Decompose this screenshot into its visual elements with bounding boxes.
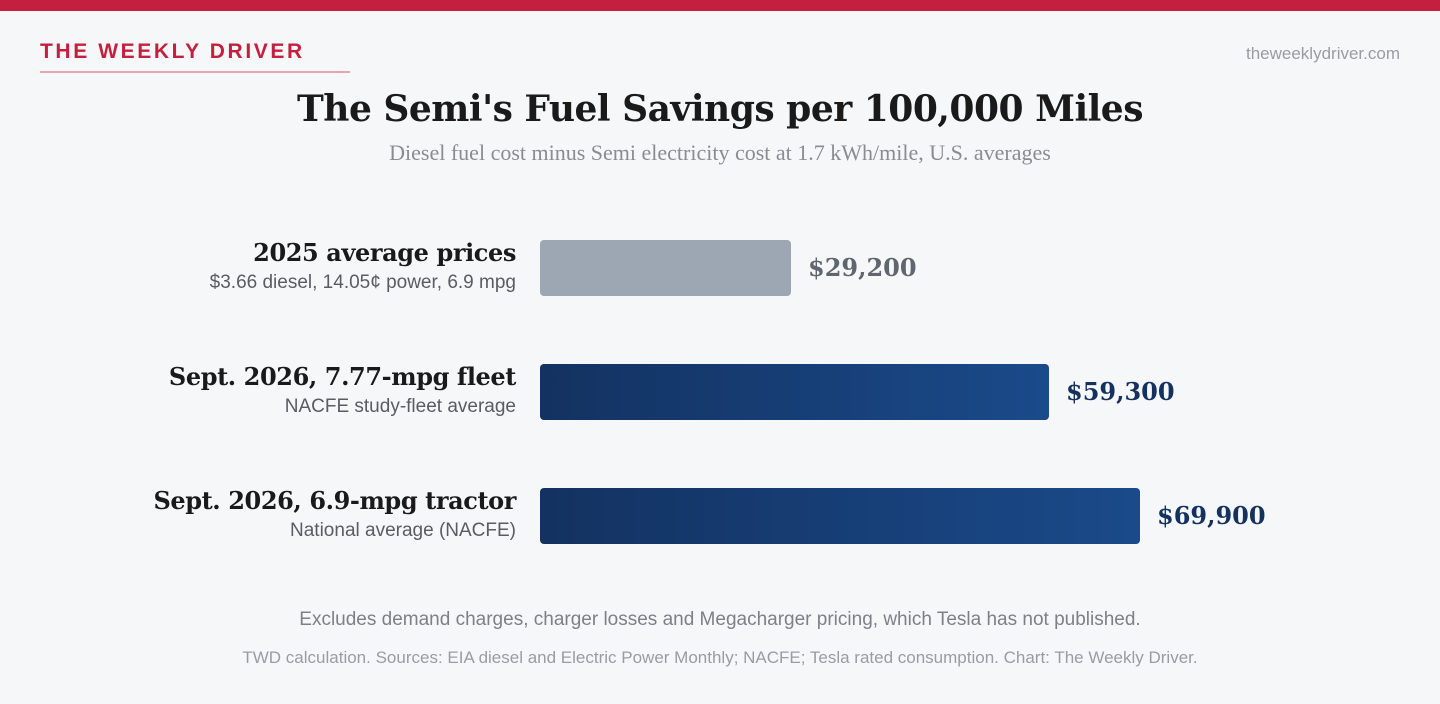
category-label-2025: 2025 average prices $3.66 diesel, 14.05¢… <box>209 238 517 296</box>
value-label-fleet: $59,300 <box>1066 377 1175 406</box>
chart-subtitle: Diesel fuel cost minus Semi electricity … <box>389 140 1051 165</box>
category-sublabel: National average (NACFE) <box>290 520 516 541</box>
site-url: theweeklydriver.com <box>1245 44 1400 63</box>
bar-tractor <box>540 488 1140 544</box>
sources-credit: TWD calculation. Sources: EIA diesel and… <box>242 648 1198 667</box>
chart-title: The Semi's Fuel Savings per 100,000 Mile… <box>297 88 1143 130</box>
brand-underline <box>40 71 350 73</box>
value-label-tractor: $69,900 <box>1157 501 1266 530</box>
category-label-tractor: Sept. 2026, 6.9-mpg tractor National ave… <box>153 486 516 544</box>
value-label-2025: $29,200 <box>808 253 917 282</box>
category-label-fleet: Sept. 2026, 7.77-mpg fleet NACFE study-f… <box>169 362 516 420</box>
bar-2025 <box>540 240 791 296</box>
footnote: Excludes demand charges, charger losses … <box>299 609 1141 630</box>
bar-fleet <box>540 364 1049 420</box>
brand-logo: THE WEEKLY DRIVER <box>40 40 305 63</box>
category-title: 2025 average prices <box>253 238 516 267</box>
category-title: Sept. 2026, 6.9-mpg tractor <box>153 486 516 515</box>
category-title: Sept. 2026, 7.77-mpg fleet <box>168 362 516 391</box>
top-accent-bar <box>0 0 1440 11</box>
category-sublabel: $3.66 diesel, 14.05¢ power, 6.9 mpg <box>209 272 516 293</box>
category-sublabel: NACFE study-fleet average <box>284 396 516 417</box>
